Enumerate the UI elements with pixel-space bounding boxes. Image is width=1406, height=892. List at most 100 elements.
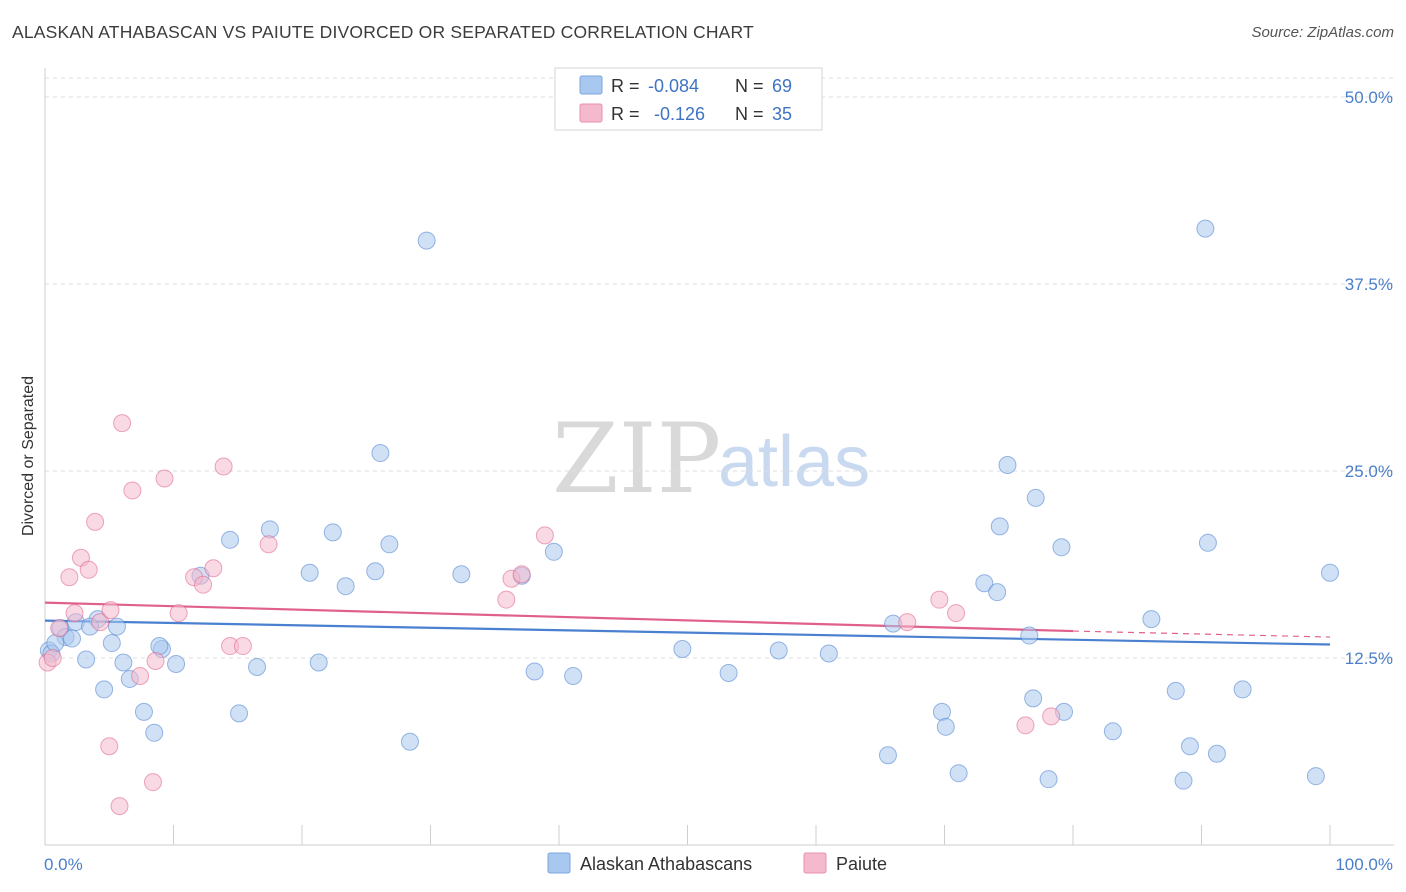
point-paiute bbox=[91, 613, 110, 632]
legend-r-value-2: -0.126 bbox=[654, 104, 705, 124]
legend-bottom-swatch-paiute bbox=[803, 852, 827, 874]
grid-lines bbox=[45, 77, 1394, 659]
point-athabascan bbox=[167, 654, 186, 673]
point-paiute bbox=[214, 457, 233, 476]
point-athabascan bbox=[990, 517, 1009, 536]
x-tick-label-min: 0.0% bbox=[44, 855, 83, 874]
point-paiute bbox=[60, 568, 79, 587]
point-athabascan bbox=[380, 535, 399, 554]
point-athabascan bbox=[878, 746, 897, 765]
point-paiute bbox=[535, 526, 554, 545]
point-athabascan bbox=[1196, 219, 1215, 238]
point-athabascan bbox=[975, 574, 994, 593]
point-paiute bbox=[110, 797, 129, 816]
point-paiute bbox=[43, 649, 62, 667]
legend-bottom-swatch-athabascan bbox=[547, 852, 571, 874]
legend-n-label-1: N = bbox=[735, 76, 764, 96]
point-paiute bbox=[1042, 707, 1061, 726]
point-athabascan bbox=[1198, 533, 1217, 552]
point-athabascan bbox=[400, 732, 419, 751]
point-athabascan bbox=[1026, 488, 1045, 507]
point-athabascan bbox=[452, 565, 471, 584]
point-athabascan bbox=[1306, 767, 1325, 786]
point-athabascan bbox=[336, 577, 355, 596]
point-paiute bbox=[512, 565, 531, 584]
legend-stats: R = -0.084 N = 69 R = -0.126 N = 35 bbox=[554, 67, 823, 131]
point-paiute bbox=[930, 590, 949, 609]
watermark-zip: ZIP bbox=[552, 403, 721, 515]
point-athabascan bbox=[1174, 771, 1193, 790]
point-paiute bbox=[898, 613, 917, 632]
axes bbox=[44, 68, 1394, 846]
point-athabascan bbox=[998, 456, 1017, 475]
y-tick-label: 12.5% bbox=[1345, 649, 1393, 668]
trend-line-paiute bbox=[44, 601, 1074, 633]
source-credit: Source: ZipAtlas.com bbox=[1251, 24, 1394, 41]
point-athabascan bbox=[77, 650, 96, 669]
legend-bottom-label-paiute: Paiute bbox=[836, 854, 887, 874]
point-athabascan bbox=[1180, 737, 1199, 756]
point-athabascan bbox=[769, 641, 788, 660]
point-athabascan bbox=[1321, 563, 1339, 582]
point-paiute bbox=[86, 512, 105, 531]
point-athabascan bbox=[150, 637, 169, 656]
legend-n-label-2: N = bbox=[735, 104, 764, 124]
point-athabascan bbox=[107, 617, 126, 636]
point-athabascan bbox=[95, 680, 114, 699]
point-athabascan bbox=[819, 644, 838, 663]
point-athabascan bbox=[366, 562, 385, 581]
point-athabascan bbox=[544, 542, 563, 561]
y-tick-label: 37.5% bbox=[1345, 275, 1393, 294]
point-paiute bbox=[100, 737, 119, 756]
point-paiute bbox=[204, 559, 223, 578]
point-paiute bbox=[131, 666, 150, 685]
point-athabascan bbox=[1039, 770, 1058, 789]
point-athabascan bbox=[417, 231, 436, 250]
point-athabascan bbox=[564, 666, 583, 685]
point-athabascan bbox=[230, 704, 249, 723]
point-paiute bbox=[155, 469, 174, 488]
point-athabascan bbox=[949, 764, 968, 783]
point-paiute bbox=[123, 481, 142, 500]
legend-r-label-2: R = bbox=[611, 104, 640, 124]
legend-swatch-paiute bbox=[579, 103, 603, 123]
point-paiute bbox=[113, 414, 132, 433]
point-athabascan bbox=[46, 634, 65, 653]
legend-r-label-1: R = bbox=[611, 76, 640, 96]
point-athabascan bbox=[1233, 680, 1252, 699]
point-athabascan bbox=[221, 530, 240, 549]
point-athabascan bbox=[1103, 722, 1122, 741]
point-athabascan bbox=[936, 717, 955, 736]
point-paiute bbox=[79, 560, 98, 579]
point-athabascan bbox=[1142, 610, 1161, 629]
point-athabascan bbox=[62, 629, 81, 648]
point-athabascan bbox=[300, 563, 319, 582]
point-athabascan bbox=[323, 523, 342, 542]
point-athabascan bbox=[248, 657, 267, 676]
point-paiute bbox=[1016, 716, 1035, 735]
point-athabascan bbox=[988, 583, 1007, 602]
point-paiute bbox=[65, 604, 84, 623]
point-athabascan bbox=[1166, 681, 1185, 700]
axis-ticks: 12.5% 25.0% 37.5% 50.0% 0.0% 100.0% bbox=[44, 88, 1393, 874]
chart-title: ALASKAN ATHABASCAN VS PAIUTE DIVORCED OR… bbox=[12, 22, 754, 42]
y-tick-label: 50.0% bbox=[1345, 88, 1393, 107]
trend-lines bbox=[44, 601, 1331, 646]
point-athabascan bbox=[309, 653, 328, 672]
point-athabascan bbox=[134, 702, 153, 721]
legend-n-value-1: 69 bbox=[772, 76, 792, 96]
point-athabascan bbox=[1024, 689, 1043, 708]
x-tick-label-max: 100.0% bbox=[1335, 855, 1393, 874]
point-paiute bbox=[233, 637, 252, 656]
point-athabascan bbox=[719, 663, 738, 682]
point-paiute bbox=[143, 773, 162, 792]
point-athabascan bbox=[114, 653, 133, 672]
point-paiute bbox=[497, 590, 516, 609]
point-paiute bbox=[146, 651, 165, 670]
point-paiute bbox=[947, 604, 966, 623]
legend-swatch-athabascan bbox=[579, 75, 603, 95]
y-tick-label: 25.0% bbox=[1345, 462, 1393, 481]
legend-series: Alaskan Athabascans Paiute bbox=[547, 852, 887, 874]
point-paiute bbox=[194, 575, 213, 594]
